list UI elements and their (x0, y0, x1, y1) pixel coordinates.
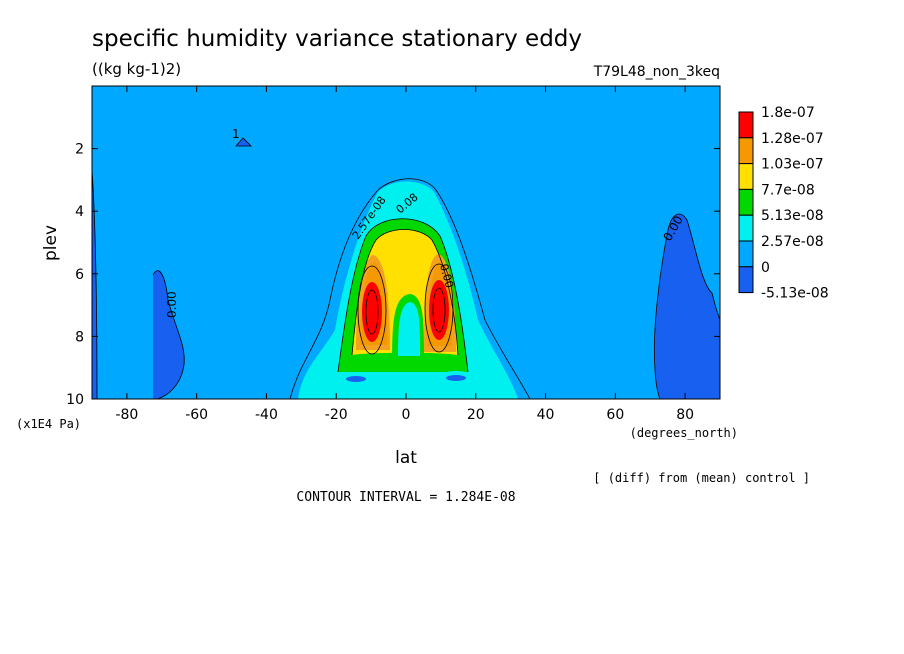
colorbar-swatch (738, 188, 754, 216)
x-tick-label: -80 (115, 407, 138, 423)
y-tick-label: 8 (75, 329, 84, 345)
plot-area (92, 86, 720, 399)
y-axis-title: plev (41, 225, 61, 261)
x-tick-label: -60 (185, 407, 208, 423)
x-axis: -80 -60 -40 -20 0 20 40 60 80 (115, 86, 694, 423)
x-tick-label: 20 (467, 407, 485, 423)
neg-region-sp-edge (92, 170, 97, 399)
y-axis: 2 4 6 8 10 (66, 142, 720, 408)
contour-interval: CONTOUR INTERVAL = 1.284E-08 (296, 490, 515, 505)
colorbar: 1.8e-07 1.28e-07 1.03e-07 7.7e-08 5.13e-08 2.… (738, 105, 829, 302)
colorbar-swatch (738, 240, 754, 268)
contour-lines (92, 137, 720, 399)
contour-label-core: 0.00 (437, 262, 456, 289)
x-axis-title: lat (395, 448, 417, 468)
colorbar-label: 1.8e-07 (761, 105, 815, 121)
x-tick-label: -40 (255, 407, 278, 423)
y-tick-label: 2 (75, 142, 84, 158)
y-tick-label: 4 (75, 204, 84, 220)
max-core-left (362, 282, 382, 342)
colorbar-label: 7.7e-08 (761, 182, 815, 198)
neg-region-north (654, 214, 720, 399)
x-tick-label: 60 (606, 407, 624, 423)
x-tick-label: 40 (537, 407, 555, 423)
colorbar-swatch (738, 266, 754, 294)
colorbar-label: 5.13e-08 (761, 208, 824, 224)
x-tick-label: 0 (402, 407, 411, 423)
footer-note: [ (diff) from (mean) control ] (593, 471, 810, 485)
colorbar-label: -5.13e-08 (761, 286, 829, 302)
y-axis-units: (x1E4 Pa) (16, 417, 81, 431)
lower-tongue-right-core (446, 375, 466, 381)
y-tick-label: 6 (75, 267, 84, 283)
neg-region-south (153, 270, 185, 399)
inner-cyan (398, 302, 420, 356)
neg-patch-upper (236, 138, 251, 146)
x-tick-label: -20 (325, 407, 348, 423)
colorbar-swatch (738, 214, 754, 242)
y-tick-label: 10 (66, 392, 84, 408)
x-tick-label: 80 (676, 407, 694, 423)
contour-label-upper: 1 (232, 127, 240, 141)
units-label: ((kg kg-1)2) (92, 60, 181, 78)
contour-label-south: 0.00 (165, 291, 179, 318)
chart-title: specific humidity variance stationary ed… (92, 26, 582, 52)
colorbar-swatch (738, 163, 754, 190)
colorbar-label: 1.28e-07 (761, 131, 824, 147)
colorbar-swatch (738, 111, 754, 139)
x-axis-units: (degrees_north) (630, 426, 738, 440)
colorbar-label: 2.57e-08 (761, 234, 824, 250)
max-core-right (429, 280, 449, 340)
colorbar-label: 1.03e-07 (761, 157, 824, 173)
run-label: T79L48_non_3keq (593, 64, 720, 80)
colorbar-swatch (738, 137, 754, 165)
lower-tongue-left-core (346, 376, 366, 382)
colorbar-label: 0 (761, 260, 770, 276)
